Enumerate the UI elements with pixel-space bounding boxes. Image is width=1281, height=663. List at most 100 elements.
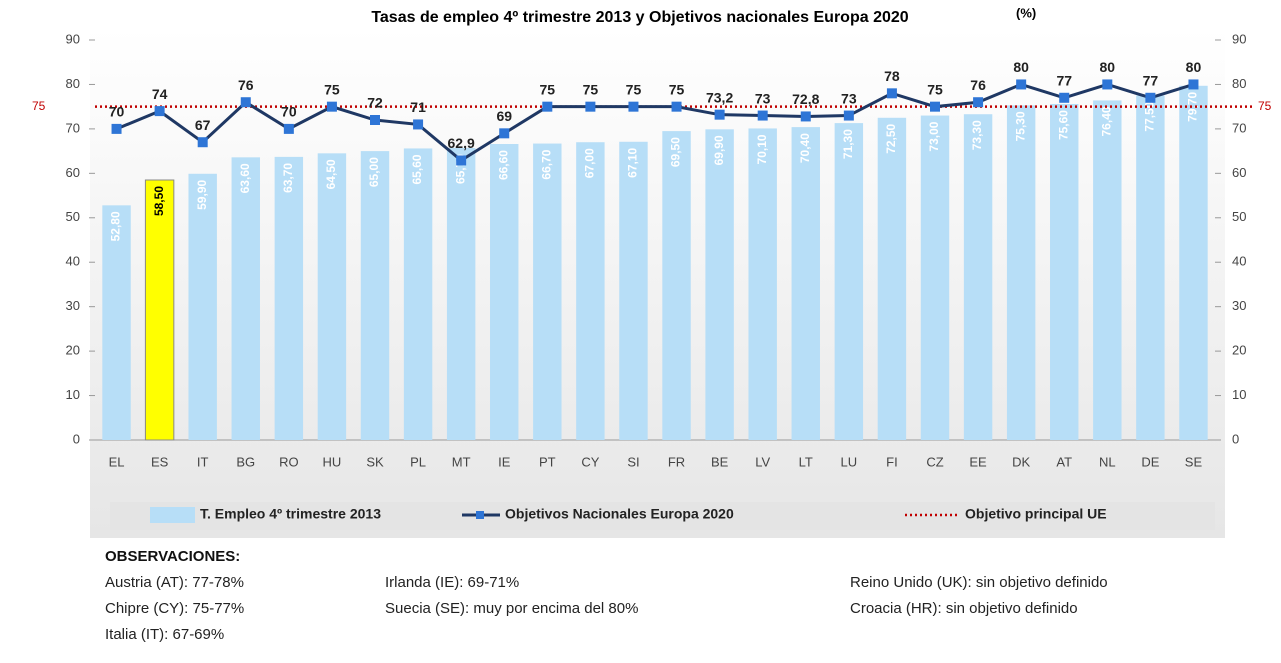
line-value-label: 74 bbox=[152, 86, 168, 102]
y2-tick-label: 50 bbox=[1232, 209, 1246, 224]
x-tick-label: CY bbox=[581, 454, 599, 469]
line-value-label: 70 bbox=[281, 104, 297, 120]
line-value-label: 78 bbox=[884, 68, 900, 84]
y-tick-label: 40 bbox=[66, 254, 80, 269]
bar bbox=[963, 114, 993, 440]
line-value-label: 77 bbox=[1056, 72, 1072, 88]
line-value-label: 69 bbox=[496, 108, 512, 124]
bar bbox=[490, 144, 519, 440]
bar bbox=[403, 148, 433, 440]
y-tick-label: 90 bbox=[66, 31, 80, 46]
bar-value-label: 79,70 bbox=[1186, 91, 1200, 121]
x-tick-label: SK bbox=[366, 454, 384, 469]
line-marker bbox=[370, 115, 380, 125]
bar-value-label: 76,40 bbox=[1099, 106, 1113, 136]
y-tick-label: 50 bbox=[66, 209, 80, 224]
bar bbox=[877, 117, 907, 441]
y2-tick-label: 60 bbox=[1232, 165, 1246, 180]
line-marker bbox=[240, 97, 251, 108]
observations-box bbox=[90, 540, 1225, 663]
line-marker bbox=[1016, 79, 1027, 90]
bar bbox=[533, 143, 562, 441]
line-value-label: 70 bbox=[109, 104, 125, 120]
bar-value-label: 72,50 bbox=[884, 123, 898, 153]
line-value-label: 77 bbox=[1143, 72, 1159, 88]
y2-tick-label: 40 bbox=[1232, 254, 1246, 269]
bar-value-label: 70,40 bbox=[798, 133, 812, 163]
y-tick-label: 0 bbox=[73, 431, 80, 446]
line-marker bbox=[843, 110, 854, 121]
bar-value-label: 66,70 bbox=[539, 149, 553, 179]
line-value-label: 75 bbox=[583, 81, 599, 97]
line bbox=[115, 82, 1194, 163]
bar bbox=[1179, 85, 1208, 441]
line-marker bbox=[413, 119, 424, 130]
line-value-label: 75 bbox=[324, 81, 340, 97]
y-tick-label: 70 bbox=[66, 120, 80, 135]
x-tick-label: AT bbox=[1056, 454, 1072, 469]
bar bbox=[1093, 100, 1122, 440]
bar-value-label: 65,60 bbox=[410, 154, 424, 184]
bar bbox=[662, 131, 691, 440]
bar bbox=[705, 129, 734, 441]
bar bbox=[102, 205, 131, 440]
bar-value-label: 69,50 bbox=[669, 137, 683, 167]
x-tick-label: SI bbox=[627, 454, 639, 469]
bar bbox=[920, 115, 950, 441]
line-marker bbox=[886, 88, 897, 99]
y-tick-label: 20 bbox=[66, 343, 80, 358]
bar bbox=[619, 141, 648, 440]
line-value-label: 75 bbox=[540, 81, 556, 97]
line-value-label: 73 bbox=[755, 90, 771, 106]
x-tick-label: LU bbox=[841, 454, 858, 469]
line-value-label: 71 bbox=[410, 99, 426, 115]
legend-swatch bbox=[476, 511, 484, 519]
legend-label: Objetivo principal UE bbox=[965, 506, 1107, 522]
bar-value-label: 63,70 bbox=[281, 163, 295, 193]
x-tick-label: HU bbox=[323, 454, 342, 469]
line-marker bbox=[800, 111, 811, 122]
line-marker bbox=[757, 110, 768, 121]
line-marker bbox=[628, 101, 639, 112]
x-tick-label: NL bbox=[1099, 454, 1116, 469]
legend-swatch bbox=[150, 507, 195, 523]
y2-tick-label: 20 bbox=[1232, 343, 1246, 358]
chart-title: Tasas de empleo 4º trimestre 2013 y Obje… bbox=[371, 9, 908, 26]
bar-value-label: 69,90 bbox=[712, 135, 726, 165]
x-tick-label: EL bbox=[109, 454, 125, 469]
bar bbox=[188, 173, 217, 440]
line-value-label: 67 bbox=[195, 117, 211, 133]
y2-tick-label: 30 bbox=[1232, 298, 1246, 313]
legend-label: T. Empleo 4º trimestre 2013 bbox=[200, 506, 381, 522]
y2-tick-label: 90 bbox=[1232, 31, 1246, 46]
x-tick-label: ES bbox=[151, 454, 169, 469]
x-tick-label: FI bbox=[886, 454, 898, 469]
bar-value-label: 65,00 bbox=[367, 157, 381, 187]
line-value-label: 72,8 bbox=[792, 91, 819, 107]
line-marker bbox=[499, 128, 510, 139]
line-marker bbox=[1059, 92, 1070, 103]
observation-note: Suecia (SE): muy por encima del 80% bbox=[385, 600, 638, 617]
bar bbox=[446, 148, 476, 440]
bar-value-label: 59,90 bbox=[195, 179, 209, 209]
y2-tick-label: 80 bbox=[1232, 76, 1246, 91]
line-marker bbox=[111, 123, 122, 134]
line-marker bbox=[671, 101, 682, 112]
bar-value-label: 75,60 bbox=[1056, 110, 1070, 140]
bar-value-label: 75,30 bbox=[1013, 111, 1027, 141]
bar bbox=[144, 179, 175, 441]
y2-tick-label: 10 bbox=[1232, 387, 1246, 402]
line-value-label: 80 bbox=[1013, 59, 1029, 75]
bar-value-label: 73,30 bbox=[970, 120, 984, 150]
y2-tick-label: 0 bbox=[1232, 431, 1239, 446]
x-tick-label: MT bbox=[452, 454, 471, 469]
line-marker bbox=[714, 109, 725, 120]
x-tick-label: LV bbox=[755, 454, 770, 469]
line-marker bbox=[930, 101, 940, 112]
x-tick-label: LT bbox=[799, 454, 813, 469]
y-tick-label: 30 bbox=[66, 298, 80, 313]
bar-value-label: 63,60 bbox=[238, 163, 252, 193]
bar-value-label: 52,80 bbox=[109, 211, 123, 241]
observation-note: Croacia (HR): sin objetivo definido bbox=[850, 600, 1078, 617]
